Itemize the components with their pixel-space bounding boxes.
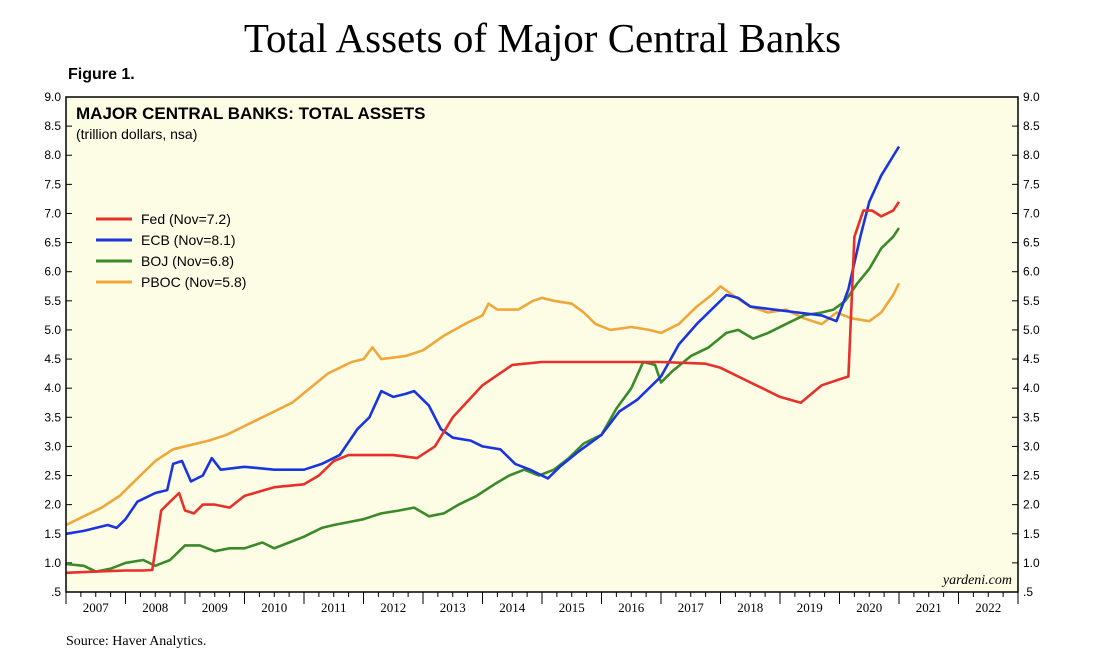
legend-label: BOJ (Nov=6.8) <box>141 253 234 269</box>
y-tick-label-left: 4.5 <box>44 352 61 366</box>
right-y-axis: .5 1.0 1.5 2.0 2.5 3.0 3.5 4.0 4.5 5.0 5.5 6.0 6.5 7.… <box>1012 90 1040 599</box>
x-tick-label: 2017 <box>678 600 705 615</box>
y-tick-label-right: 4.5 <box>1023 352 1040 366</box>
x-tick-label: 2013 <box>440 600 466 615</box>
x-tick-label: 2022 <box>975 600 1001 615</box>
y-tick-label-right: 3.0 <box>1023 439 1040 453</box>
y-tick-label-right: 8.5 <box>1023 119 1040 133</box>
legend-label: ECB (Nov=8.1) <box>141 232 236 248</box>
y-tick-label-left: 6.0 <box>44 265 61 279</box>
y-tick-label-left: 8.0 <box>44 148 61 162</box>
y-tick-label-left: .5 <box>51 585 61 599</box>
watermark: yardeni.com <box>941 573 1012 588</box>
y-tick-label-left: 3.0 <box>44 439 61 453</box>
y-tick-label-right: 2.0 <box>1023 498 1040 512</box>
left-y-axis: .5 1.0 1.5 2.0 2.5 3.0 3.5 4.0 4.5 5.0 5.5 6.0 6.5 7.… <box>44 90 72 599</box>
y-tick-label-right: 2.5 <box>1023 469 1040 483</box>
source-note: Source: Haver Analytics. <box>66 634 207 649</box>
y-tick-label-left: 5.5 <box>44 294 61 308</box>
y-tick-label-left: 7.0 <box>44 206 61 220</box>
y-tick-label-left: 1.0 <box>44 556 61 570</box>
y-tick-label-left: 3.5 <box>44 410 61 424</box>
series-line-3 <box>65 282 901 527</box>
y-tick-label-left: 2.0 <box>44 498 61 512</box>
legend: Fed (Nov=7.2) ECB (Nov=8.1) BOJ (Nov=6.8) P… <box>96 211 246 290</box>
legend-label: PBOC (Nov=5.8) <box>141 274 246 290</box>
x-tick-label: 2019 <box>797 600 823 615</box>
x-tick-label: 2021 <box>916 600 942 615</box>
y-tick-label-left: 6.5 <box>44 236 61 250</box>
y-tick-label-right: 8.0 <box>1023 148 1040 162</box>
series-line-2 <box>65 227 901 573</box>
y-tick-label-right: 4.0 <box>1023 381 1040 395</box>
x-tick-label: 2011 <box>321 600 347 615</box>
x-tick-label: 2018 <box>737 600 763 615</box>
plot-frame <box>65 96 1019 593</box>
series-line-1 <box>65 145 901 536</box>
y-tick-label-right: 1.5 <box>1023 527 1040 541</box>
figure-label: Figure 1. <box>68 66 135 83</box>
y-tick-label-left: 9.0 <box>44 90 61 104</box>
x-tick-label: 2010 <box>261 600 287 615</box>
y-tick-label-right: 3.5 <box>1023 410 1040 424</box>
y-tick-label-left: 5.0 <box>44 323 61 337</box>
x-tick-label: 2009 <box>202 600 228 615</box>
y-tick-label-right: 5.0 <box>1023 323 1040 337</box>
series-line-0 <box>65 201 901 575</box>
x-tick-label: 2014 <box>499 600 526 615</box>
plot-area <box>66 97 1018 592</box>
x-tick-label: 2015 <box>559 600 585 615</box>
legend-label: Fed (Nov=7.2) <box>141 211 231 227</box>
y-tick-label-right: 1.0 <box>1023 556 1040 570</box>
chart-title: MAJOR CENTRAL BANKS: TOTAL ASSETS <box>76 104 425 123</box>
y-tick-label-right: .5 <box>1023 585 1033 599</box>
y-tick-label-right: 9.0 <box>1023 90 1040 104</box>
y-tick-label-right: 6.0 <box>1023 265 1040 279</box>
x-tick-label: 2007 <box>83 600 110 615</box>
page-title: Total Assets of Major Central Banks <box>243 15 842 61</box>
x-tick-label: 2020 <box>856 600 882 615</box>
y-tick-label-left: 1.5 <box>44 527 61 541</box>
y-tick-label-right: 7.0 <box>1023 206 1040 220</box>
y-tick-label-right: 7.5 <box>1023 177 1040 191</box>
x-tick-label: 2008 <box>142 600 168 615</box>
y-tick-label-left: 4.0 <box>44 381 61 395</box>
series-lines <box>65 145 901 575</box>
x-axis: 2007 2008 2009 2010 2011 2012 2013 2014 2015 2016… <box>65 592 1019 615</box>
y-tick-label-right: 6.5 <box>1023 236 1040 250</box>
x-tick-label: 2012 <box>380 600 406 615</box>
y-tick-label-left: 7.5 <box>44 177 61 191</box>
y-tick-label-left: 8.5 <box>44 119 61 133</box>
y-tick-label-left: 2.5 <box>44 469 61 483</box>
x-tick-label: 2016 <box>618 600 645 615</box>
y-tick-label-right: 5.5 <box>1023 294 1040 308</box>
chart-subtitle: (trillion dollars, nsa) <box>76 126 197 142</box>
